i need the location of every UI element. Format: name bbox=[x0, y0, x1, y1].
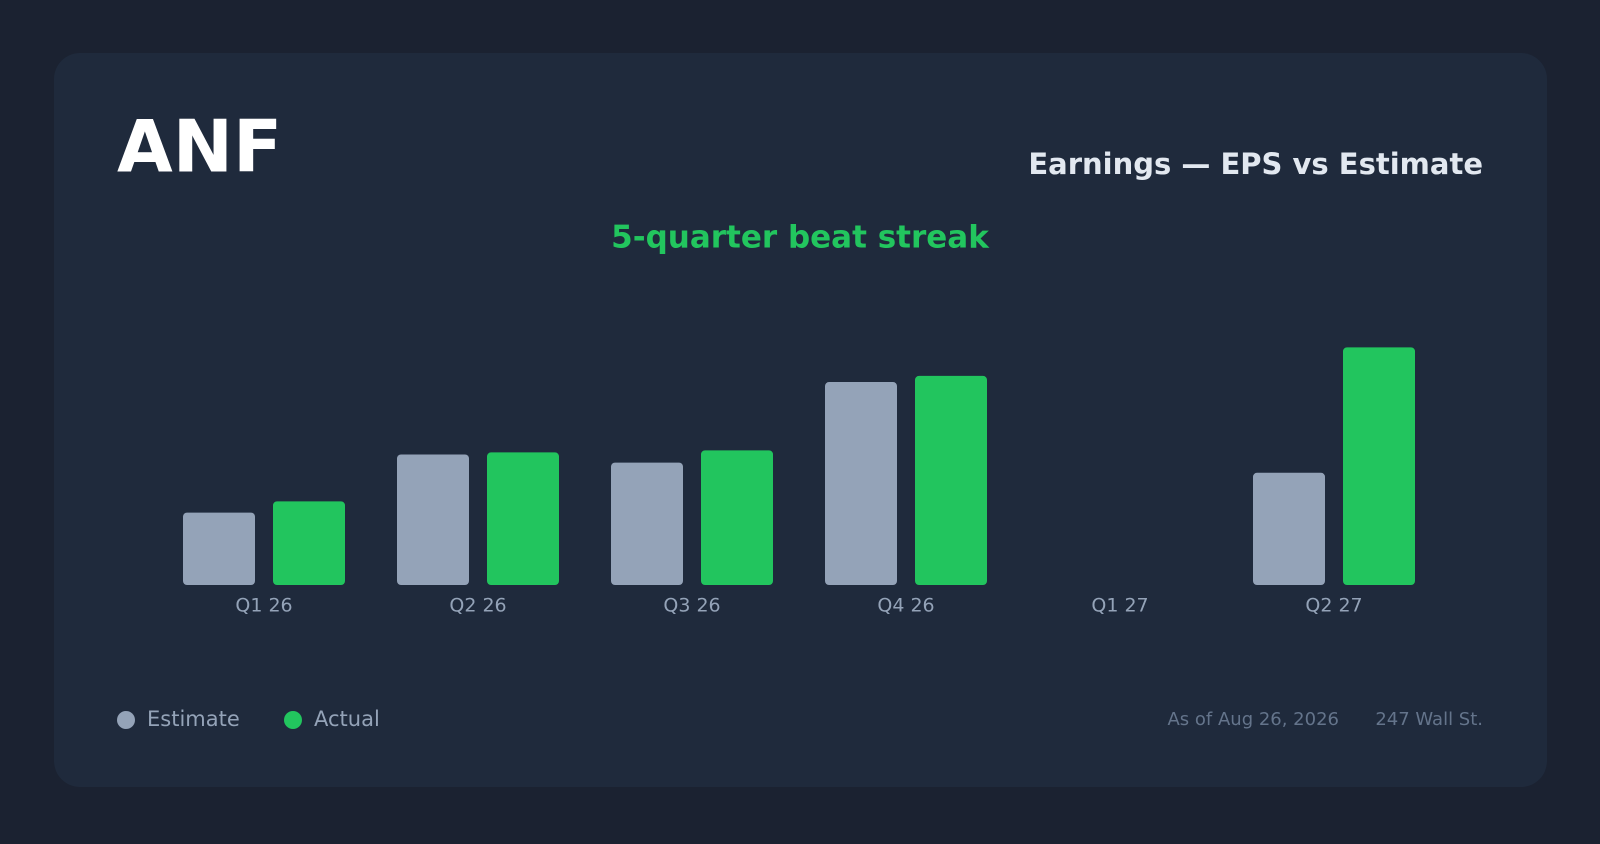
bar bbox=[701, 450, 773, 585]
x-tick-label: Q2 27 bbox=[1305, 595, 1362, 617]
chart-subtitle: 5-quarter beat streak bbox=[611, 220, 990, 256]
chart-title: Earnings — EPS vs Estimate bbox=[1028, 147, 1483, 181]
x-tick-label: Q1 27 bbox=[1091, 595, 1148, 617]
bar bbox=[183, 512, 255, 585]
x-tick-label: Q4 26 bbox=[877, 595, 934, 617]
bar bbox=[397, 454, 469, 585]
card bbox=[54, 53, 1547, 787]
as-of: As of Aug 26, 2026 bbox=[1167, 709, 1339, 730]
bar bbox=[273, 501, 345, 585]
legend-label: Actual bbox=[314, 707, 380, 731]
legend-swatch bbox=[117, 711, 135, 729]
bar bbox=[915, 375, 987, 585]
ticker: ANF bbox=[117, 105, 282, 189]
bar bbox=[1253, 472, 1325, 585]
source: 247 Wall St. bbox=[1375, 709, 1483, 730]
bar bbox=[825, 382, 897, 585]
legend-label: Estimate bbox=[147, 707, 240, 731]
bar bbox=[1343, 347, 1415, 585]
x-tick-label: Q1 26 bbox=[235, 595, 292, 617]
x-tick-label: Q3 26 bbox=[663, 595, 720, 617]
legend-swatch bbox=[284, 711, 302, 729]
bar bbox=[487, 452, 559, 585]
x-tick-label: Q2 26 bbox=[449, 595, 506, 617]
bar bbox=[611, 462, 683, 585]
